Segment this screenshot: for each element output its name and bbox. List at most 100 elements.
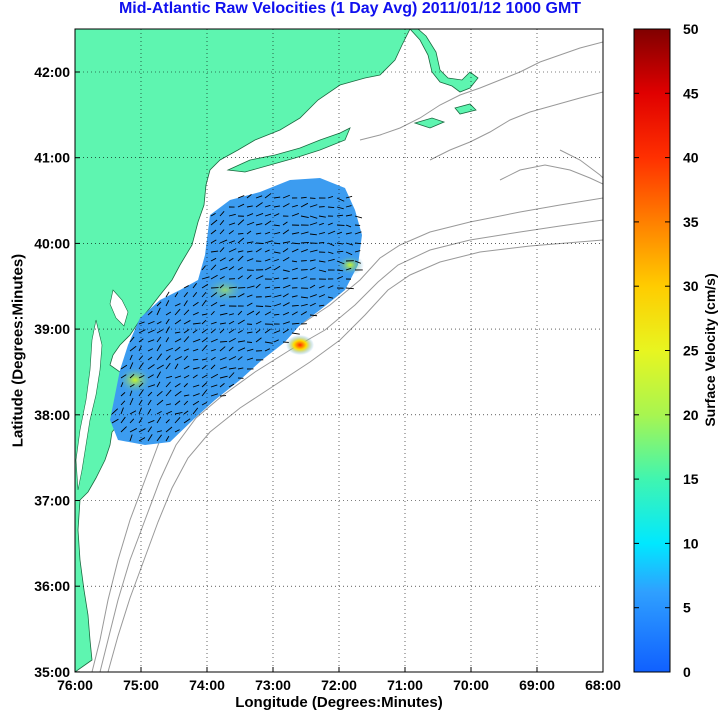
y-tick-label: 35:00	[34, 664, 70, 680]
x-tick-label: 71:00	[387, 677, 423, 693]
velocity-vector	[219, 366, 227, 370]
velocity-vector	[246, 310, 255, 316]
x-tick-label: 72:00	[321, 677, 357, 693]
velocity-vector	[309, 233, 317, 236]
velocity-vector	[273, 251, 281, 254]
velocity-vector	[174, 319, 182, 325]
velocity-vector	[210, 393, 218, 397]
land-long-island	[226, 127, 351, 173]
colorbar-tick-label: 50	[683, 21, 699, 37]
velocity-vector	[300, 202, 309, 208]
velocity-vector	[156, 364, 164, 370]
velocity-vector	[183, 300, 188, 307]
velocity-vector	[192, 407, 199, 415]
velocity-vector	[237, 237, 245, 244]
y-tick-label: 42:00	[34, 64, 70, 80]
velocity-vector	[291, 322, 300, 325]
velocity-vector	[309, 204, 318, 208]
velocity-vector	[219, 284, 225, 289]
velocity-vector	[201, 358, 208, 361]
velocity-vector	[354, 260, 361, 264]
velocity-vector	[255, 311, 261, 316]
velocity-vector	[192, 338, 201, 343]
velocity-vector	[282, 328, 289, 334]
velocity-vector	[192, 348, 199, 352]
velocity-vector	[183, 309, 190, 316]
colorbar	[633, 28, 671, 673]
velocity-vector	[309, 249, 318, 253]
velocity-vector	[192, 358, 199, 361]
velocity-vector	[201, 365, 207, 370]
velocity-vector	[192, 312, 199, 316]
velocity-vector	[336, 250, 344, 253]
velocity-vector	[237, 340, 246, 343]
land-islands	[413, 103, 477, 129]
land-cape-cod	[409, 29, 479, 93]
velocity-vector	[156, 399, 164, 406]
x-tick-label: 75:00	[123, 677, 159, 693]
velocity-vector	[291, 267, 298, 271]
velocity-vector	[183, 336, 190, 343]
x-axis-label: Longitude (Degrees:Minutes)	[235, 694, 443, 711]
velocity-vector	[147, 329, 155, 334]
velocity-vector	[183, 329, 190, 334]
velocity-vector	[192, 367, 200, 370]
velocity-vector	[318, 269, 327, 273]
velocity-vector	[138, 389, 144, 397]
velocity-vector	[309, 259, 316, 262]
velocity-vector	[174, 411, 183, 415]
velocity-vector	[255, 248, 262, 253]
velocity-vector	[138, 399, 143, 406]
velocity-vector	[138, 437, 146, 442]
velocity-vector	[165, 326, 170, 334]
velocity-vector	[147, 356, 153, 361]
colorbar-tick-label: 20	[683, 407, 699, 423]
velocity-vector	[300, 311, 307, 316]
velocity-vector	[129, 410, 137, 415]
velocity-vector	[246, 294, 253, 298]
velocity-vector	[273, 232, 281, 235]
velocity-vector	[300, 249, 308, 253]
velocity-vector	[138, 382, 144, 388]
velocity-vector	[201, 345, 208, 352]
velocity-vector	[237, 356, 243, 361]
colorbar-label: Surface Velocity (cm/s)	[702, 273, 718, 427]
velocity-vectors	[111, 193, 363, 442]
velocity-vector	[237, 319, 245, 325]
velocity-vector	[327, 296, 334, 299]
velocity-vector	[255, 329, 261, 334]
x-axis-ticks: 76:00 75:00 74:00 73:00 72:00 71:00 70:00 69:00…	[57, 667, 621, 693]
velocity-vector	[156, 329, 164, 334]
velocity-vector	[354, 231, 362, 235]
velocity-vector	[156, 390, 163, 397]
velocity-vector	[255, 232, 262, 235]
velocity-vector	[246, 331, 253, 334]
velocity-vector	[129, 434, 133, 442]
velocity-vector	[291, 332, 300, 335]
velocity-vector	[273, 265, 281, 271]
velocity-vector	[237, 219, 245, 226]
velocity-vector	[156, 416, 162, 424]
velocity-vector	[264, 348, 271, 352]
velocity-vector	[300, 296, 309, 299]
velocity-vector	[201, 291, 207, 298]
velocity-vector	[291, 304, 299, 307]
velocity-vector	[210, 229, 217, 235]
velocity-vector	[228, 213, 236, 217]
velocity-vector	[165, 403, 171, 406]
velocity-vector	[345, 224, 352, 228]
velocity-vector	[201, 382, 208, 388]
chesapeake-bay	[75, 319, 103, 491]
velocity-vector	[228, 346, 234, 352]
velocity-vector	[309, 215, 318, 219]
velocity-vector	[219, 247, 225, 253]
velocity-vector	[273, 213, 280, 217]
colorbar-tick-label: 0	[683, 664, 691, 680]
velocity-vector	[192, 322, 201, 325]
velocity-vector	[183, 400, 189, 406]
velocity-vector	[147, 420, 155, 424]
colorbar-tick-label: 25	[683, 343, 699, 359]
velocity-vector	[309, 314, 318, 317]
velocity-vector	[165, 318, 170, 325]
velocity-vector	[318, 260, 326, 263]
